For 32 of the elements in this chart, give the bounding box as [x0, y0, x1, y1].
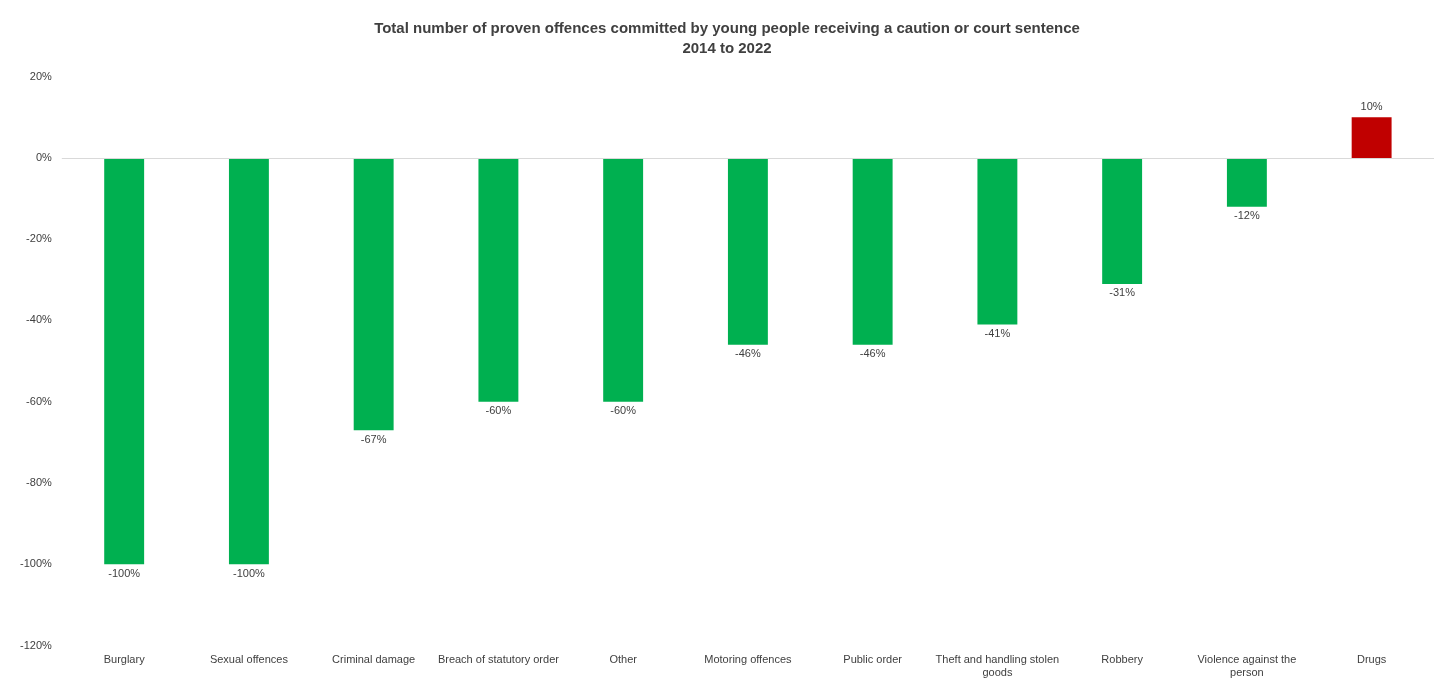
- x-tick-label: Drugs: [1356, 653, 1387, 666]
- y-tick-label: -80%: [26, 476, 53, 489]
- data-label: -12%: [1234, 209, 1260, 222]
- y-tick-label: 0%: [35, 150, 53, 163]
- data-label: -31%: [1109, 286, 1136, 299]
- x-tick-label: Public order: [843, 653, 903, 666]
- data-label: -60%: [610, 404, 637, 417]
- y-tick-label: -100%: [20, 557, 53, 570]
- x-tick-label: Sexual offences: [209, 653, 289, 666]
- x-tick-label: Other: [609, 653, 638, 666]
- data-label: -46%: [735, 347, 761, 360]
- data-label: -100%: [233, 566, 266, 579]
- x-tick-label: Violence against the person: [1197, 653, 1297, 679]
- x-tick-label: Theft and handling stolen goods: [935, 653, 1060, 679]
- x-tick-label: Motoring offences: [704, 653, 793, 666]
- data-label: -100%: [108, 566, 141, 579]
- chart-subtitle: 2014 to 2022: [681, 38, 773, 58]
- y-tick-label: 20%: [29, 69, 52, 82]
- y-tick-label: -20%: [26, 232, 53, 245]
- y-tick-label: -120%: [20, 638, 53, 651]
- x-tick-label: Criminal damage: [332, 653, 416, 666]
- y-tick-label: -60%: [26, 394, 53, 407]
- chart-title: Total number of proven offences committed by young people receiving a caution or court sentence: [373, 18, 1081, 38]
- data-label: -41%: [984, 327, 1011, 340]
- x-tick-label: Robbery: [1101, 653, 1144, 666]
- x-tick-label: Burglary: [103, 653, 146, 666]
- data-label: 10%: [1360, 99, 1383, 112]
- data-label: -60%: [485, 404, 512, 417]
- x-tick-label: Breach of statutory order: [437, 653, 560, 666]
- data-label: -67%: [360, 432, 387, 445]
- y-tick-label: -40%: [26, 313, 53, 326]
- data-label: -46%: [859, 347, 886, 360]
